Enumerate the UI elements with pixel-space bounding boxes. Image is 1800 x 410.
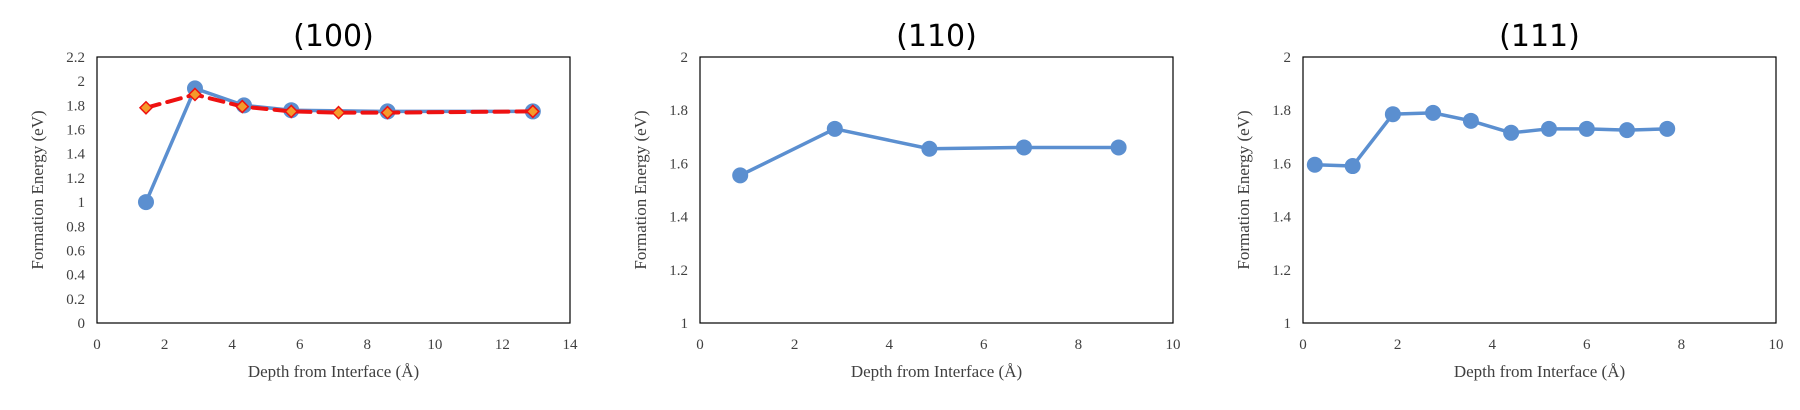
data-point — [921, 140, 938, 157]
x-tick-label: 2 — [1394, 337, 1402, 353]
data-point — [1659, 120, 1676, 137]
data-point — [732, 167, 749, 184]
x-tick-label: 4 — [885, 337, 893, 353]
y-tick-label: 1.8 — [1272, 103, 1291, 119]
y-tick-label: 1.4 — [66, 147, 85, 163]
x-tick-label: 12 — [495, 337, 510, 353]
y-tick-label: 1 — [681, 316, 689, 332]
x-tick-label: 8 — [1075, 337, 1083, 353]
data-point — [235, 99, 250, 114]
x-tick-label: 6 — [980, 337, 988, 353]
y-tick-label: 1.2 — [1272, 263, 1291, 279]
series-line-1 — [1313, 111, 1669, 168]
data-point — [1425, 104, 1442, 121]
y-tick-label: 1.6 — [66, 123, 85, 139]
y-tick-label: 0.8 — [66, 219, 85, 235]
data-point — [1306, 156, 1323, 173]
y-tick-label: 1.4 — [1272, 210, 1291, 226]
x-tick-label: 2 — [161, 337, 169, 353]
data-point — [331, 105, 346, 120]
x-tick-label: 10 — [427, 337, 442, 353]
chart-panel-3: (111) 1 1.2 1.4 1.6 1.8 2 0 2 4 6 8 10 Depth from Int… — [1234, 19, 1784, 381]
x-tick-label: 6 — [1583, 337, 1591, 353]
x-tick-label: 8 — [364, 337, 372, 353]
y-axis-label: Formation Energy (eV) — [631, 110, 650, 269]
x-tick-label: 2 — [791, 337, 799, 353]
x-axis-label: Depth from Interface (Å) — [248, 362, 419, 381]
y-tick-label: 0.4 — [66, 268, 85, 284]
x-axis-label: Depth from Interface (Å) — [1454, 362, 1625, 381]
data-point — [1384, 106, 1401, 123]
y-tick-label: 1 — [1284, 316, 1292, 332]
y-tick-label: 2 — [78, 74, 86, 90]
chart-panel-1: (100) 0 0.2 0.4 0.6 0.8 1 1.2 1.4 1.6 1.8 2 2.2 0 2 4 6 8… — [28, 19, 578, 381]
y-tick-label: 1.2 — [669, 263, 688, 279]
data-point — [1462, 112, 1479, 129]
y-axis-label: Formation Energy (eV) — [28, 110, 47, 269]
y-tick-label: 2 — [681, 50, 689, 66]
y-tick-label: 2 — [1284, 50, 1292, 66]
y-tick-label: 1.2 — [66, 171, 85, 187]
plot-frame — [1302, 56, 1777, 324]
data-point — [138, 100, 154, 115]
data-point — [137, 194, 154, 211]
chart-title: (111) — [1499, 19, 1580, 54]
y-tick-label: 1.4 — [669, 210, 688, 226]
y-tick-label: 0.6 — [66, 243, 85, 259]
data-point — [284, 104, 299, 119]
data-point — [1016, 139, 1033, 156]
x-tick-label: 0 — [696, 337, 704, 353]
data-point — [1344, 158, 1361, 175]
data-point — [1578, 120, 1595, 137]
y-tick-label: 0.2 — [66, 292, 85, 308]
chart-title: (110) — [896, 19, 977, 54]
x-axis-label: Depth from Interface (Å) — [851, 362, 1022, 381]
x-tick-label: 14 — [563, 337, 579, 353]
y-axis-label: Formation Energy (eV) — [1234, 110, 1253, 269]
x-tick-label: 10 — [1769, 337, 1784, 353]
data-point — [1540, 120, 1557, 137]
x-tick-label: 4 — [1488, 337, 1496, 353]
chart-title: (100) — [293, 19, 374, 54]
data-point — [380, 105, 395, 120]
x-tick-label: 8 — [1678, 337, 1686, 353]
x-tick-label: 0 — [1299, 337, 1307, 353]
chart-panel-2: (110) 1 1.2 1.4 1.6 1.8 2 0 2 4 6 8 10 Depth from Int… — [631, 19, 1181, 381]
y-tick-label: 1.8 — [669, 103, 688, 119]
y-tick-label: 1.6 — [1272, 156, 1291, 172]
plot-frame — [699, 56, 1174, 324]
plot-frame — [96, 56, 571, 324]
data-point — [1619, 122, 1636, 139]
x-tick-label: 4 — [228, 337, 236, 353]
y-tick-label: 1.6 — [669, 156, 688, 172]
data-point — [187, 87, 203, 102]
data-point — [1110, 139, 1127, 156]
y-tick-label: 0 — [78, 316, 86, 332]
y-tick-label: 1 — [78, 195, 86, 211]
data-point — [525, 104, 540, 119]
x-tick-label: 6 — [296, 337, 304, 353]
x-tick-label: 10 — [1166, 337, 1181, 353]
x-tick-label: 0 — [93, 337, 101, 353]
data-point — [1503, 124, 1520, 141]
y-tick-label: 1.8 — [66, 98, 85, 114]
series-line-1 — [144, 86, 535, 204]
y-tick-label: 2.2 — [66, 50, 85, 66]
data-point — [826, 120, 843, 137]
